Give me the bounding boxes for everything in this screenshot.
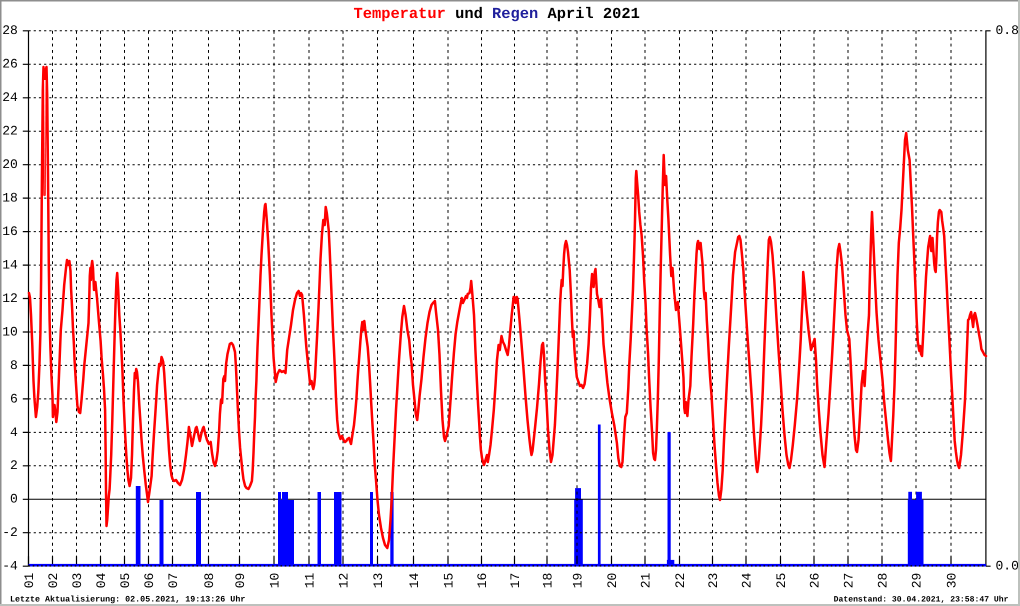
svg-text:02: 02 [46,573,61,589]
svg-text:26: 26 [2,57,18,72]
svg-text:22: 22 [673,573,688,589]
svg-text:21: 21 [639,572,654,588]
svg-text:11: 11 [303,572,318,588]
svg-text:17: 17 [508,573,523,589]
svg-text:04: 04 [94,572,109,588]
svg-text:06: 06 [142,573,157,589]
svg-text:19: 19 [571,573,586,589]
svg-text:10: 10 [268,573,283,589]
svg-text:25: 25 [774,573,789,589]
svg-text:27: 27 [842,573,857,589]
svg-text:0.0: 0.0 [996,559,1019,574]
svg-text:23: 23 [706,573,721,589]
svg-text:14: 14 [2,258,18,273]
svg-text:28: 28 [876,573,891,589]
svg-text:28: 28 [2,23,18,38]
svg-text:03: 03 [70,573,85,589]
svg-text:-2: -2 [2,525,18,540]
svg-text:29: 29 [910,573,925,589]
svg-text:0.8: 0.8 [996,23,1019,38]
svg-text:24: 24 [2,90,18,105]
svg-text:6: 6 [10,391,18,406]
svg-text:09: 09 [233,573,248,589]
svg-text:Temperatur und Regen April 202: Temperatur und Regen April 2021 [354,5,640,23]
svg-text:08: 08 [202,573,217,589]
svg-text:20: 20 [2,157,18,172]
svg-text:Letzte Aktualisierung: 02.05.2: Letzte Aktualisierung: 02.05.2021, 19:13… [10,595,245,605]
svg-text:2: 2 [10,458,18,473]
svg-text:8: 8 [10,358,18,373]
svg-text:14: 14 [407,572,422,588]
svg-text:18: 18 [2,191,18,206]
svg-text:12: 12 [2,291,18,306]
svg-text:Datenstand: 30.04.2021, 23:58:: Datenstand: 30.04.2021, 23:58:47 Uhr [834,596,1009,605]
svg-text:01: 01 [22,572,37,588]
svg-text:22: 22 [2,124,18,139]
svg-text:24: 24 [740,572,755,588]
svg-text:26: 26 [808,573,823,589]
svg-text:16: 16 [2,224,18,239]
svg-text:07: 07 [166,573,181,589]
svg-text:12: 12 [337,573,352,589]
svg-text:0: 0 [10,492,18,507]
svg-text:20: 20 [605,573,620,589]
svg-text:13: 13 [371,573,386,589]
svg-text:15: 15 [442,573,457,589]
svg-text:30: 30 [945,573,960,589]
svg-text:10: 10 [2,324,18,339]
svg-text:16: 16 [475,573,490,589]
svg-text:-4: -4 [2,559,18,574]
svg-text:4: 4 [10,425,18,440]
svg-text:05: 05 [118,573,133,589]
svg-text:18: 18 [541,573,556,589]
